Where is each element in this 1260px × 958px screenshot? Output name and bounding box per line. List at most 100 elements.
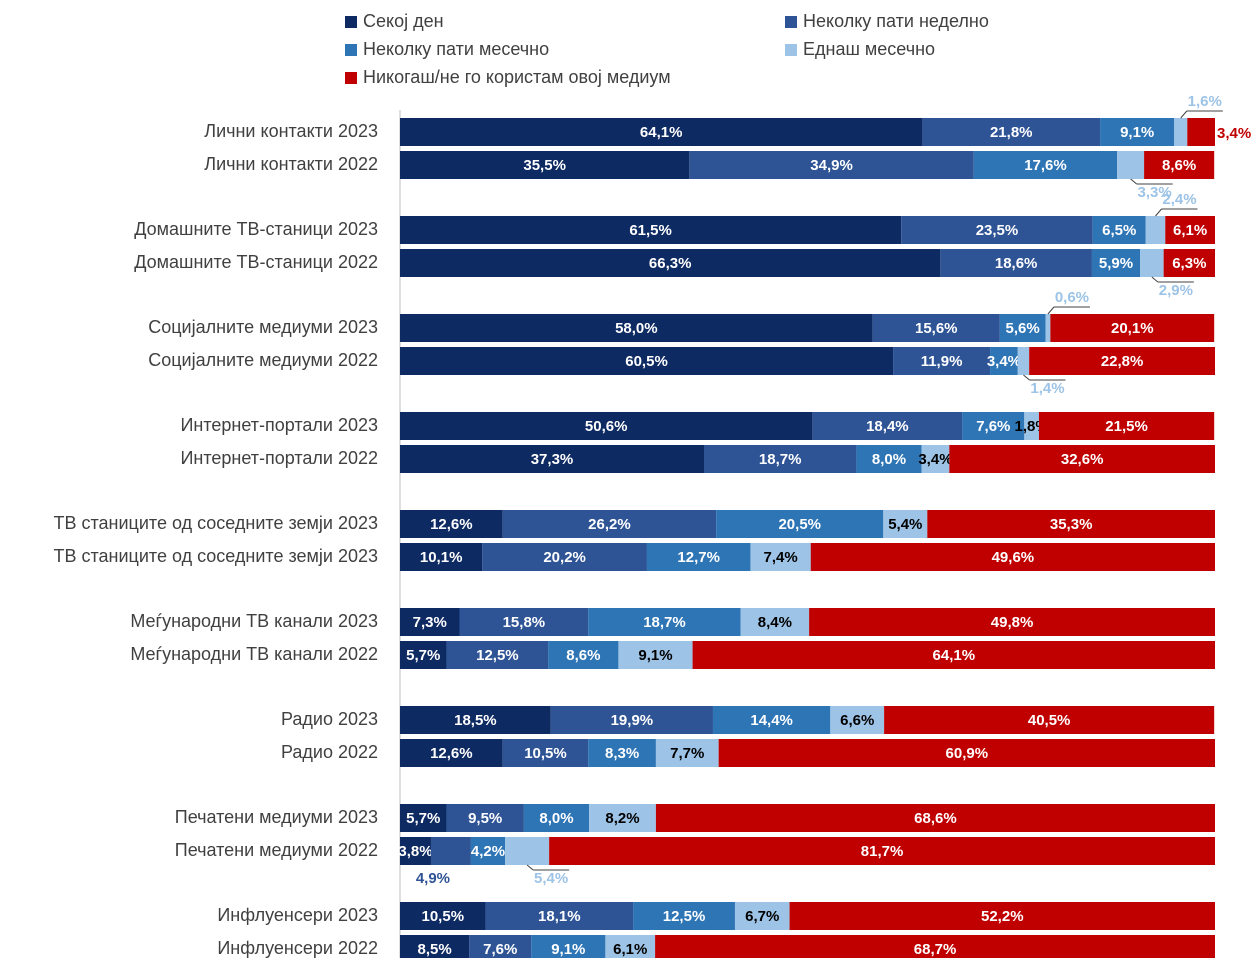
data-label: 2,9% [1159,282,1193,299]
bar-segment [712,706,831,734]
data-label: 11,9% [921,353,963,370]
category-label: Меѓународни ТВ канали 2022 [130,644,378,664]
bar-segment [812,412,963,440]
data-label: 60,5% [625,353,668,370]
data-label: 8,4% [758,614,792,631]
data-label: 64,1% [933,647,976,664]
data-label: 8,6% [566,647,600,664]
data-label: 12,5% [663,908,706,925]
data-label: 20,2% [543,549,586,566]
data-label: 49,8% [991,614,1034,631]
bar-segment [1140,249,1164,277]
callout-line [526,864,534,871]
bar-segment [1050,314,1215,342]
bar-segment [549,837,1215,865]
data-label: 6,3% [1172,255,1206,272]
category-label: Радио 2022 [281,742,378,762]
bar-segment [550,706,713,734]
bar-segment [810,543,1215,571]
bar-segment [1038,412,1215,440]
data-label: 21,8% [990,124,1033,141]
data-label: 6,1% [1173,222,1207,239]
bar-segment [949,445,1215,473]
category-label: ТВ станиците од соседните земји 2023 [53,546,378,566]
bar-segment [446,641,549,669]
data-label: 7,4% [764,549,798,566]
legend-swatch [345,16,357,28]
bar-segment [400,249,941,277]
bar-segment [718,739,1215,767]
data-label: 5,4% [534,870,568,887]
data-label: 18,1% [538,908,581,925]
bar-segment [1024,412,1039,440]
data-label: 18,6% [995,255,1038,272]
data-label: 3,4% [1217,125,1251,142]
bar-segment [400,216,902,244]
data-label: 15,8% [503,614,546,631]
category-label: Меѓународни ТВ канали 2023 [130,611,378,631]
bar-segment [446,804,524,832]
data-label: 9,1% [1120,124,1154,141]
callout-line [1151,276,1159,283]
bar-segment [1017,347,1030,375]
category-label: Инфлуенсери 2022 [217,938,378,958]
data-label: 68,6% [914,810,957,827]
data-label: 5,4% [888,516,922,533]
data-label: 35,3% [1050,516,1093,533]
data-label: 22,8% [1101,353,1144,370]
legend-label: Секој ден [363,11,444,31]
data-label: 3,4% [918,451,952,468]
legend-label: Неколку пати неделно [803,11,989,31]
data-label: 5,9% [1099,255,1133,272]
data-label: 58,0% [615,320,658,337]
bar-segment [469,935,532,958]
data-label: 61,5% [629,222,672,239]
bar-segment [400,510,503,538]
bar-segment [588,608,741,636]
bar-segment [809,608,1215,636]
data-label: 8,3% [605,745,639,762]
category-label: Инфлуенсери 2023 [217,905,378,925]
bar-segment [1145,216,1166,244]
bar-segment [990,347,1018,375]
bar-segment [588,739,656,767]
bar-segment [789,902,1215,930]
data-label: 19,9% [611,712,654,729]
data-label: 7,6% [976,418,1010,435]
bar-segment [1165,216,1215,244]
data-label: 6,5% [1102,222,1136,239]
data-label: 10,1% [420,549,463,566]
bar-segment [1045,314,1051,342]
data-label: 8,5% [418,941,452,958]
data-label: 6,1% [613,941,647,958]
callout-line [1155,208,1162,217]
data-label: 20,1% [1111,320,1154,337]
bar-segment [750,543,811,571]
bar-segment [482,543,647,571]
bar-segment [400,706,551,734]
bar-segment [531,935,606,958]
bar-segment [589,804,656,832]
data-label: 0,6% [1055,289,1089,306]
data-label: 68,7% [914,941,957,958]
bar-segment [999,314,1046,342]
legend-swatch [345,44,357,56]
data-label: 40,5% [1028,712,1071,729]
bar-segment [1091,249,1141,277]
bar-segment [523,804,590,832]
bar-segment [400,118,923,146]
bar-segment [655,804,1215,832]
bar-segment [502,739,589,767]
bar-segment [459,608,589,636]
data-label: 5,7% [406,810,440,827]
bar-segment [400,902,486,930]
data-label: 23,5% [976,222,1019,239]
category-label: Домашните ТВ-станици 2022 [134,252,378,272]
data-label: 3,3% [1138,184,1172,201]
data-label: 12,7% [677,549,720,566]
bar-segment [1144,151,1215,179]
data-label: 9,5% [468,810,502,827]
data-label: 6,7% [745,908,779,925]
bar-segment [1163,249,1215,277]
data-label: 18,4% [866,418,909,435]
